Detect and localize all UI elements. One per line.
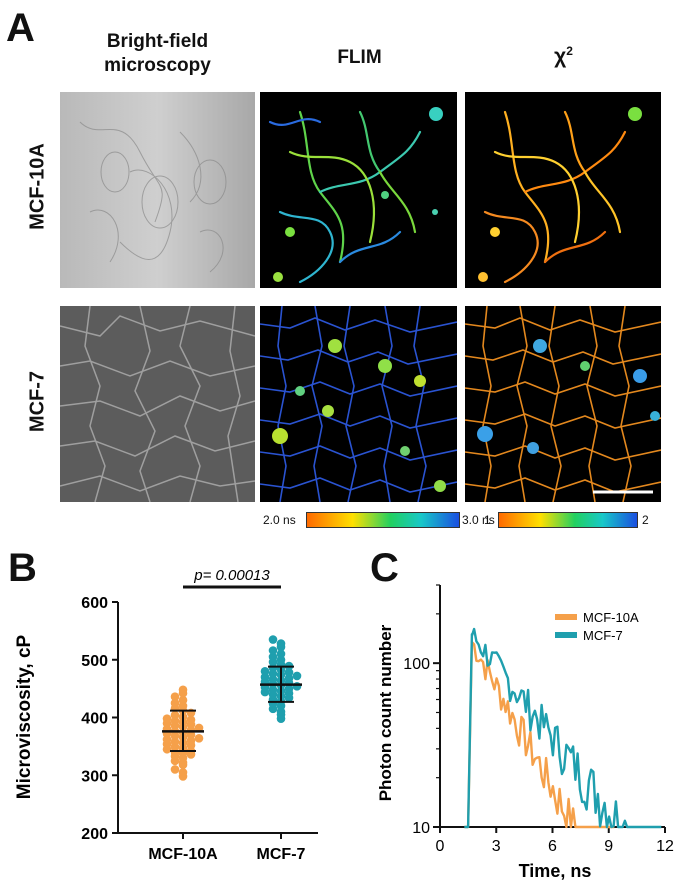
- chart-b-point: [178, 685, 188, 695]
- chart-b-point: [268, 652, 278, 662]
- chart-c-x-axis-label: Time, ns: [519, 861, 592, 881]
- chart-c-series-line: [464, 627, 663, 829]
- chart-c-axes: 0 3 6 9 12 10 100: [403, 584, 674, 855]
- chart-c-x-tick-label: 9: [604, 838, 613, 855]
- flim-colorbar: [306, 512, 460, 528]
- chart-c-legend: MCF-10A MCF-7: [555, 610, 639, 643]
- chi-squared-colorbar: [498, 512, 638, 528]
- chart-c-x-tick-label: 0: [436, 838, 445, 855]
- flim-image-mcf7: [260, 306, 457, 502]
- chart-b-point: [276, 639, 286, 648]
- column-header-flim: FLIM: [337, 47, 382, 68]
- chart-b-y-tick-label: 400: [81, 711, 108, 728]
- chart-b-point: [170, 692, 180, 702]
- chart-b-y-tick-label: 300: [81, 768, 108, 785]
- chart-b-point: [178, 695, 188, 705]
- flim-image-mcf10a: [260, 92, 457, 288]
- chart-b-y-tick-label: 600: [81, 595, 108, 612]
- chart-b-points: [162, 635, 302, 781]
- chi-superscript: 2: [566, 44, 573, 58]
- photon-decay-chart: 0 3 6 9 12 10 100 MCF-10A MCF-7 Time, ns Photon…: [376, 584, 674, 881]
- brightfield-image-mcf7: [60, 306, 255, 502]
- chart-b-point: [292, 682, 302, 691]
- chi-squared-image-mcf10a: [465, 92, 661, 288]
- chart-b-point: [170, 698, 180, 708]
- chart-b-point: [276, 649, 286, 659]
- chart-b-point: [268, 635, 278, 644]
- chi-squared-colorbar-max-label: 2: [642, 513, 649, 527]
- panel-b-letter: B: [8, 546, 37, 590]
- chart-c-y-tick-label: 100: [403, 656, 430, 673]
- chart-c-y-tick-label: 10: [412, 820, 430, 837]
- row-header-mcf7: MCF-7: [26, 370, 49, 433]
- chart-b-point: [178, 768, 188, 777]
- chart-c-series-line: [464, 640, 615, 829]
- column-header-bright-field-line2: microscopy: [104, 54, 211, 76]
- chart-b-point: [162, 714, 172, 723]
- panel-a-letter: A: [6, 6, 35, 50]
- flim-colorbar-max-label: 3.0 ns: [462, 513, 495, 527]
- chart-c-x-tick-label: 6: [548, 838, 557, 855]
- chart-b-y-axis-label: Microviscosity, cP: [14, 634, 35, 799]
- p-value-annotation: p= 0.00013: [193, 567, 270, 584]
- chi-squared-colorbar-min-label: 1: [484, 513, 491, 527]
- chart-c-x-tick-label: 3: [492, 838, 501, 855]
- brightfield-image-mcf10a: [60, 92, 255, 288]
- chart-b-point: [170, 765, 180, 774]
- chart-b-point: [268, 646, 278, 655]
- chart-b-y-tick-label: 500: [81, 653, 108, 670]
- flim-colorbar-min-label: 2.0 ns: [263, 513, 296, 527]
- chart-b-point: [194, 723, 204, 733]
- chart-c-x-tick-label: 12: [656, 838, 674, 855]
- chart-b-x-tick-label: MCF-7: [257, 846, 306, 863]
- column-header-bright-field-line1: Bright-field: [106, 31, 209, 52]
- panel-c-letter: C: [370, 546, 399, 590]
- chart-b-point: [186, 715, 196, 725]
- chart-b-point: [194, 733, 204, 743]
- chart-c-y-axis-label: Photon count number: [376, 624, 395, 801]
- chart-b-x-tick-label: MCF-10A: [148, 846, 218, 863]
- chart-b-error-bars: [162, 665, 302, 752]
- chart-b-point: [260, 667, 270, 676]
- row-header-mcf10a: MCF-10A: [26, 143, 49, 230]
- microviscosity-scatter-chart: 200 300 400 500 600 MCF-10A MCF-7 p= 0.00013 M…: [14, 567, 318, 863]
- chart-c-legend-label: MCF-7: [583, 628, 623, 643]
- chart-b-axes: 200 300 400 500 600 MCF-10A MCF-7: [81, 595, 318, 863]
- chart-b-y-tick-label: 200: [81, 826, 108, 843]
- column-header-bright-field: Bright-field microscopy: [60, 30, 255, 78]
- column-header-chi-squared: χ2: [466, 44, 661, 70]
- chart-b-point: [292, 671, 302, 681]
- chi-squared-image-mcf7: [465, 306, 661, 502]
- chi-symbol: χ: [554, 45, 567, 68]
- chart-c-legend-label: MCF-10A: [583, 610, 639, 625]
- chart-b-point: [170, 710, 180, 720]
- chart-c-lines: [464, 627, 663, 829]
- chart-b-point: [284, 668, 294, 677]
